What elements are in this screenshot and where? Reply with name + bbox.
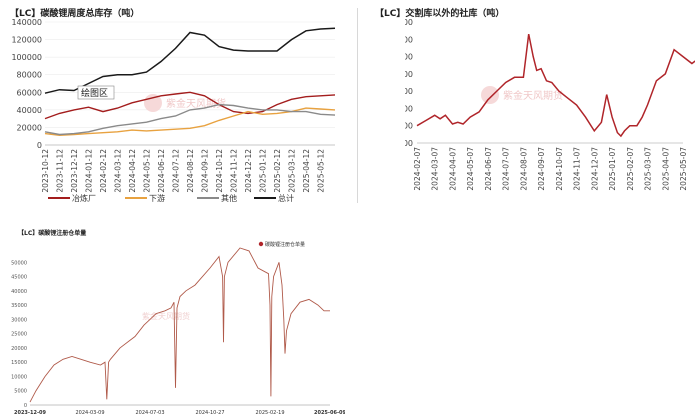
y-tick-label: 40000 [11,289,27,295]
y-tick-label: 45000 [11,275,27,281]
y-tick-label: 50000 [405,139,413,148]
x-tick-label: 2024-06-07 [484,147,493,191]
x-tick-label: 2025-03-12 [288,149,297,193]
x-tick-label: 2024-03-07 [431,147,440,191]
y-tick-label: 100000 [405,53,413,62]
y-tick-label: 10000 [11,374,27,380]
x-tick-label: 2024-10-07 [555,147,564,191]
x-tick-label: 2025-04-12 [302,149,311,193]
social-inventory-chart-panel: 【LC】交割库以外的社库（吨） 50000 60000 70000 80000 9000… [375,0,695,210]
y-tick-label: 80000 [17,71,42,80]
y-tick-label: 15000 [11,360,27,366]
y-tick-label: 25000 [11,332,27,338]
x-tick-label: 2025-02-12 [273,149,282,193]
y-tick-label: 60000 [405,122,413,131]
x-tick-label: 2025-02-07 [626,147,635,191]
x-tick-label: 2023-11-12 [56,149,65,193]
y-tick-label: 50000 [11,260,27,266]
y-tick-label: 110000 [405,35,413,44]
x-tick-label: 2024-03-12 [114,149,123,193]
x-tick-label: 2025-06-09 [314,410,345,416]
x-tick-label: 2024-04-12 [128,149,137,193]
plot-area-tooltip-text: 绘图区 [81,87,108,99]
legend-swatch [258,241,264,247]
x-tick-label: 2025-05-12 [317,149,326,193]
x-tick-label: 2024-02-12 [99,149,108,193]
x-tick-label: 2025-03-07 [644,147,653,191]
series-line [44,27,336,94]
inventory-chart: 0 20000 40000 60000 80000 100000 120000 140000 2… [11,18,336,203]
watermark-text: 紫金天风期货 [142,311,190,321]
x-tick-label: 2024-05-12 [143,149,152,193]
x-tick-label: 2024-07-12 [172,149,181,193]
y-tick-label: 120000 [11,36,42,45]
x-tick-label: 2024-09-12 [201,149,210,193]
series-line [44,107,336,137]
x-tick-label: 2024-05-07 [466,147,475,191]
watermark-text: 紫金天风期货 [503,89,563,102]
x-tick-label: 2024-12-12 [244,149,253,193]
inventory-chart-title: 【LC】碳酸锂周度总库存（吨） [10,9,140,19]
y-tick-label: 100000 [11,53,42,62]
y-tick-label: 140000 [11,18,42,27]
x-tick-label: 2025-02-19 [255,410,284,416]
warrant-chart: 0 5000 10000 15000 20000 25000 30000 35000 40000… [11,241,345,416]
watermark-logo [481,86,499,104]
y-tick-label: 5000 [14,389,27,395]
series-line [44,91,336,120]
y-tick-label: 35000 [11,303,27,309]
x-tick-label: 2024-07-07 [502,147,511,191]
x-tick-label: 2024-09-07 [537,147,546,191]
x-tick-label: 2025-01-07 [608,147,617,191]
y-tick-label: 90000 [405,70,413,79]
x-tick-label: 2023-10-12 [41,149,50,193]
x-tick-label: 2024-01-12 [85,149,94,193]
x-tick-label: 2024-06-12 [157,149,166,193]
x-tick-label: 2025-05-07 [679,147,688,191]
y-tick-label: 80000 [405,87,413,96]
x-tick-label: 2024-02-07 [413,147,422,191]
social-inventory-chart: 50000 60000 70000 80000 90000 100000 110000 120… [405,18,695,191]
x-tick-label: 2024-03-09 [75,410,104,416]
x-tick-label: 2024-04-07 [448,147,457,191]
legend-label: 碳酸锂注册仓单量 [265,241,305,248]
divider [357,8,402,203]
y-tick-label: 0 [37,141,42,150]
y-tick-label: 20000 [17,123,42,132]
x-tick-label: 2023-12-12 [70,149,79,193]
x-tick-label: 2024-11-07 [573,147,582,191]
x-tick-label: 2024-12-07 [590,147,599,191]
x-tick-label: 2024-08-07 [519,147,528,191]
series-line [44,103,336,136]
series-line [416,33,695,138]
warrant-chart-panel: 【LC】碳酸锂注册仓单量 0 5000 10000 15000 20000 25000 30… [0,220,345,420]
inventory-chart-panel: 【LC】碳酸锂周度总库存（吨） 0 20000 40000 60000 80000 100… [0,0,345,210]
social-chart-title: 【LC】交割库以外的社库（吨） [375,9,505,19]
x-tick-label: 2024-10-12 [215,149,224,193]
y-tick-label: 70000 [405,104,413,113]
x-tick-label: 2025-04-07 [661,147,670,191]
y-tick-label: 20000 [11,346,27,352]
x-tick-label: 2023-12-09 [14,410,47,416]
x-tick-label: 2024-10-27 [195,410,224,416]
y-tick-label: 40000 [17,106,42,115]
x-tick-label: 2024-11-12 [230,149,239,193]
legend-label: 总计 [278,193,294,203]
legend-label: 其他 [221,193,237,203]
y-tick-label: 120000 [405,18,413,27]
series-line [29,247,330,403]
y-tick-label: 60000 [17,88,42,97]
legend-label: 下游 [149,193,165,203]
x-tick-label: 2024-08-12 [186,149,195,193]
x-tick-label: 2024-07-03 [135,410,164,416]
x-tick-label: 2025-01-12 [259,149,268,193]
legend-label: 冶炼厂 [72,193,96,203]
y-tick-label: 30000 [11,317,27,323]
y-tick-label: 0 [24,403,27,409]
plot-area-tooltip [77,85,115,100]
warrant-chart-title: 【LC】碳酸锂注册仓单量 [18,230,87,237]
